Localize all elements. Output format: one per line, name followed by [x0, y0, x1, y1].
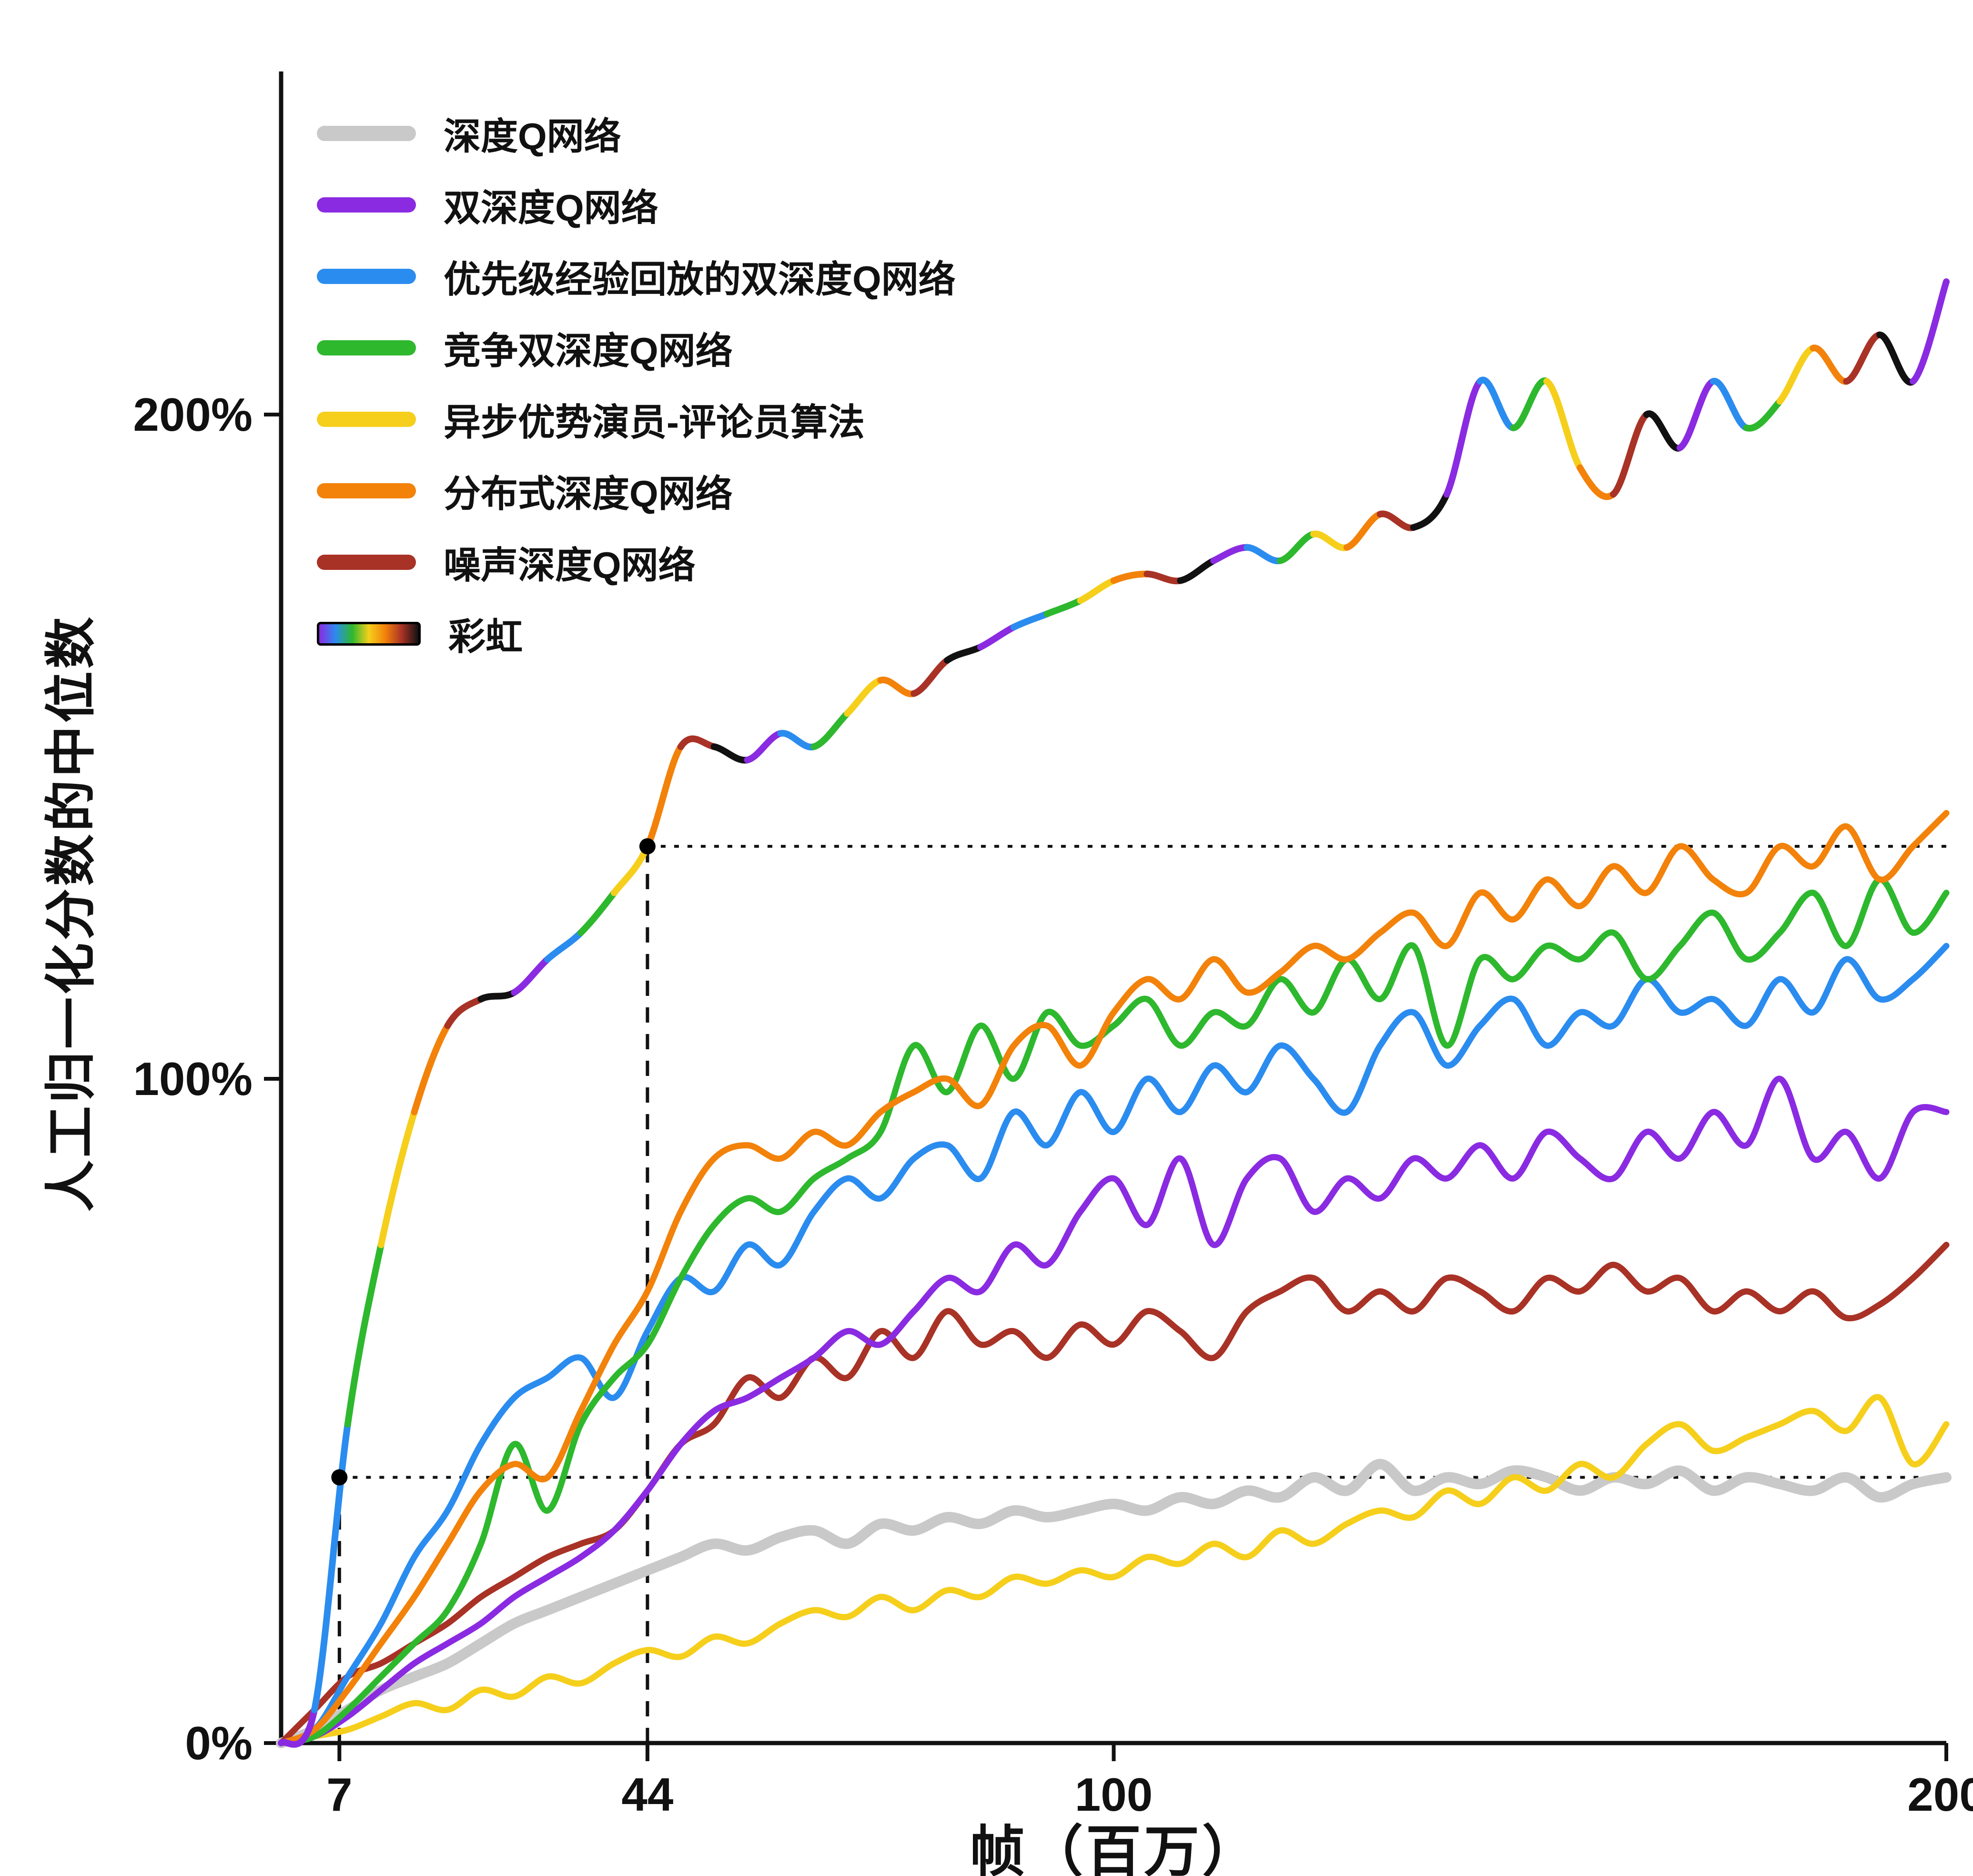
a3c-swatch	[317, 412, 416, 427]
series-line-rainbow	[611, 843, 651, 896]
legend-item-rainbow: 彩虹	[317, 598, 956, 669]
y-tick-label: 200%	[133, 388, 253, 441]
series-line-rainbow	[1643, 410, 1683, 452]
series-line-rainbow	[1376, 510, 1417, 531]
series-line-rainbow	[744, 730, 784, 763]
x-tick-label: 7	[326, 1768, 353, 1821]
prioritized-ddqn-swatch	[317, 269, 416, 284]
legend-label: 优先级经验回放的双深度Q网络	[444, 258, 956, 300]
series-line-rainbow	[1244, 544, 1284, 565]
series-line-rainbow	[377, 1108, 418, 1248]
series-line-rainbow	[278, 1706, 318, 1748]
annotation-dot	[331, 1469, 348, 1486]
series-line-rainbow	[1810, 345, 1850, 385]
series-line-rainbow	[1177, 557, 1217, 584]
series-line-rainbow	[1210, 544, 1251, 564]
y-axis-label: 人工归一化分数的中位数	[42, 614, 100, 1212]
series-line-double-dqn	[278, 1075, 1950, 1746]
series-line-rainbow	[977, 624, 1017, 650]
series-line-rainbow	[1343, 511, 1384, 551]
series-line-rainbow	[1410, 491, 1450, 531]
series-line-rainbow	[311, 1420, 351, 1714]
series-line-rainbow	[1043, 597, 1084, 618]
rainbow-swatch	[317, 622, 421, 646]
series-line-rainbow	[511, 956, 551, 996]
x-axis-label: 帧（百万）	[970, 1821, 1260, 1876]
series-line-rainbow	[444, 995, 485, 1029]
legend-label: 双深度Q网络	[444, 187, 658, 229]
series-line-rainbow	[1477, 376, 1517, 431]
series-line-rainbow	[1277, 530, 1317, 564]
series-line-distributional	[278, 810, 1950, 1746]
legend-item-double-dqn: 双深度Q网络	[317, 169, 956, 241]
y-tick-label: 0%	[185, 1717, 253, 1769]
x-tick-label: 44	[621, 1768, 673, 1821]
legend-label: 异步优势演员-评论员算法	[444, 401, 865, 443]
series-line-rainbow	[1876, 331, 1917, 386]
series-line-rainbow	[1610, 411, 1650, 498]
legend: 深度Q网络 双深度Q网络 优先级经验回放的双深度Q网络 竞争双深度Q网络 异步优…	[317, 98, 956, 669]
legend-item-distributional-dqn: 分布式深度Q网络	[317, 455, 956, 527]
series-line-rainbow	[1676, 378, 1717, 451]
annotation-dot	[639, 838, 656, 855]
legend-label: 深度Q网络	[444, 115, 621, 157]
series-line-rainbow	[1743, 398, 1783, 432]
series-line-rainbow	[644, 743, 684, 850]
series-line-rainbow	[777, 730, 818, 750]
legend-label: 彩虹	[448, 616, 523, 658]
double-dqn-swatch	[317, 197, 416, 213]
series-line-a3c	[278, 1394, 1950, 1746]
legend-item-a3c: 异步优势演员-评论员算法	[317, 384, 956, 455]
series-line-rainbow	[1110, 570, 1151, 584]
series-line-rainbow	[1510, 377, 1550, 431]
series-line-rainbow	[1776, 345, 1817, 405]
distributional-dqn-swatch	[317, 483, 416, 498]
series-line-rainbow	[810, 710, 851, 750]
series-line-rainbow	[1143, 570, 1184, 585]
series-line-rainbow	[1577, 464, 1617, 500]
legend-item-dqn: 深度Q网络	[317, 98, 956, 169]
series-line-rainbow	[1310, 530, 1350, 551]
x-tick-label: 200	[1907, 1768, 1973, 1821]
legend-label: 分布式深度Q网络	[444, 473, 733, 515]
series-line-rainbow	[577, 889, 617, 936]
legend-label: 噪声深度Q网络	[444, 544, 696, 586]
legend-label: 竞争双深度Q网络	[444, 330, 733, 372]
series-line-rainbow	[1910, 278, 1950, 385]
series-line-rainbow	[1843, 331, 1883, 385]
series-line-rainbow	[477, 989, 518, 1003]
series-line-rainbow	[911, 657, 951, 697]
dueling-ddqn-swatch	[317, 340, 416, 355]
series-line-rainbow	[677, 735, 718, 750]
series-line-dueling	[278, 876, 1950, 1746]
series-line-rainbow	[1710, 378, 1750, 431]
series-line-rainbow	[411, 1022, 451, 1115]
y-tick-label: 100%	[133, 1053, 253, 1105]
dqn-swatch	[317, 126, 416, 141]
legend-item-prioritized-ddqn: 优先级经验回放的双深度Q网络	[317, 241, 956, 312]
series-line-rainbow	[1543, 378, 1584, 471]
series-line-rainbow	[544, 929, 585, 963]
series-line-rainbow	[844, 677, 884, 717]
series-line-rainbow	[1010, 610, 1051, 631]
series-line-prioritized	[278, 943, 1950, 1746]
legend-item-noisy-dqn: 噪声深度Q网络	[317, 527, 956, 598]
x-tick-label: 100	[1075, 1768, 1153, 1821]
series-line-rainbow	[877, 676, 918, 698]
legend-item-dueling-ddqn: 竞争双深度Q网络	[317, 312, 956, 384]
series-line-rainbow	[344, 1241, 384, 1428]
series-line-rainbow	[710, 743, 751, 764]
series-line-rainbow	[1077, 577, 1117, 604]
series-line-rainbow	[1443, 378, 1484, 498]
noisy-dqn-swatch	[317, 555, 416, 570]
series-line-dqn	[276, 1459, 1952, 1748]
series-line-rainbow	[944, 643, 984, 664]
series-line-noisy	[278, 1242, 1950, 1746]
